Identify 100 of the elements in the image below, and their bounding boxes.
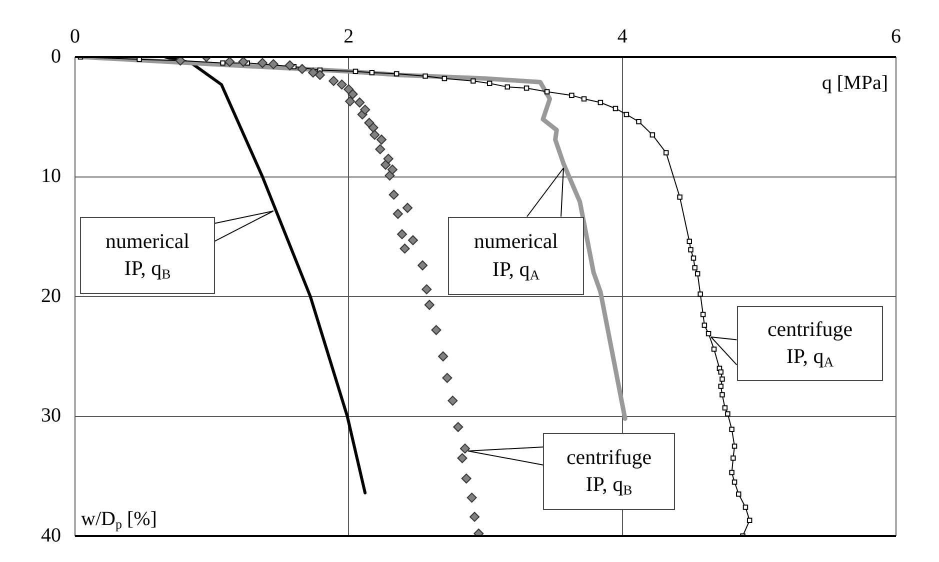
point: [742, 504, 748, 510]
point: [486, 80, 492, 86]
point: [664, 150, 669, 156]
point: [314, 70, 325, 80]
annotation: numerical IP, q$_{A}$: [474, 228, 558, 284]
point: [297, 64, 308, 74]
y-tick-label: 0: [51, 45, 61, 68]
point: [624, 112, 630, 118]
point: [380, 160, 391, 170]
point: [364, 118, 374, 128]
point: [394, 71, 400, 76]
point: [375, 144, 386, 154]
point: [470, 512, 480, 522]
point: [686, 238, 692, 244]
point: [257, 58, 268, 68]
point: [345, 96, 356, 106]
y-tick-label: 20: [41, 284, 61, 307]
point: [690, 256, 696, 261]
point: [438, 351, 448, 362]
point: [677, 194, 682, 200]
point: [636, 119, 642, 124]
point: [400, 244, 410, 254]
point: [442, 76, 448, 82]
point: [746, 518, 752, 524]
point: [732, 479, 738, 485]
point: [698, 291, 703, 297]
point: [504, 84, 510, 90]
point: [344, 84, 354, 94]
point: [368, 122, 378, 133]
point: [460, 444, 470, 454]
annotation: centrifuge IP, q$_{A}$: [767, 316, 853, 372]
x-tick-label: 4: [617, 25, 628, 48]
x-tick-label: 6: [891, 25, 901, 48]
x-axis-title: q [MPa]: [822, 72, 888, 95]
point: [408, 235, 418, 246]
point: [725, 411, 730, 416]
point: [388, 190, 399, 200]
point: [736, 491, 742, 497]
point: [598, 100, 604, 106]
point: [352, 68, 358, 74]
point: [422, 284, 432, 294]
point: [354, 98, 365, 108]
y-tick-label: 30: [41, 404, 61, 426]
point: [387, 164, 398, 175]
point: [348, 89, 358, 100]
annotation: centrifuge IP, q$_{B}$: [566, 444, 652, 500]
point: [448, 396, 458, 406]
point: [457, 453, 468, 464]
point: [612, 106, 618, 112]
point: [524, 86, 530, 91]
point: [569, 92, 574, 98]
point: [397, 229, 408, 240]
point: [702, 322, 708, 328]
point: [431, 325, 442, 336]
point: [418, 260, 428, 270]
point: [422, 74, 428, 79]
point: [442, 372, 452, 383]
point: [383, 154, 394, 164]
point: [711, 346, 717, 352]
point: [453, 422, 464, 432]
point: [461, 474, 472, 484]
point: [694, 271, 700, 276]
point: [360, 104, 370, 115]
point: [424, 300, 434, 310]
point: [700, 312, 706, 318]
point: [732, 444, 738, 449]
point: [581, 96, 587, 102]
point: [692, 265, 698, 270]
point: [729, 470, 734, 476]
point: [730, 456, 736, 461]
point: [720, 376, 725, 382]
point: [336, 80, 347, 90]
point: [729, 426, 734, 432]
x-tick-label: 0: [70, 25, 80, 48]
point: [370, 130, 380, 140]
point: [224, 57, 235, 67]
point: [376, 134, 387, 145]
point: [722, 405, 728, 410]
point: [466, 492, 477, 503]
annotation: numerical IP, q$_{B}$: [106, 228, 190, 284]
point: [720, 392, 725, 398]
point: [718, 369, 724, 375]
point: [238, 57, 248, 67]
x-tick-label: 2: [344, 25, 354, 48]
point: [392, 208, 403, 219]
point: [718, 384, 724, 389]
point: [402, 202, 413, 213]
point: [308, 68, 318, 78]
y-axis-title: w/D$_{p}$ [%]: [81, 508, 157, 532]
point: [284, 60, 295, 70]
point: [688, 247, 694, 252]
point: [369, 70, 375, 76]
point: [470, 78, 476, 84]
point: [328, 76, 339, 86]
point: [175, 57, 186, 66]
point: [220, 60, 226, 66]
point: [706, 331, 712, 336]
y-tick-label: 40: [41, 524, 61, 546]
point: [268, 59, 278, 70]
point: [544, 89, 550, 94]
